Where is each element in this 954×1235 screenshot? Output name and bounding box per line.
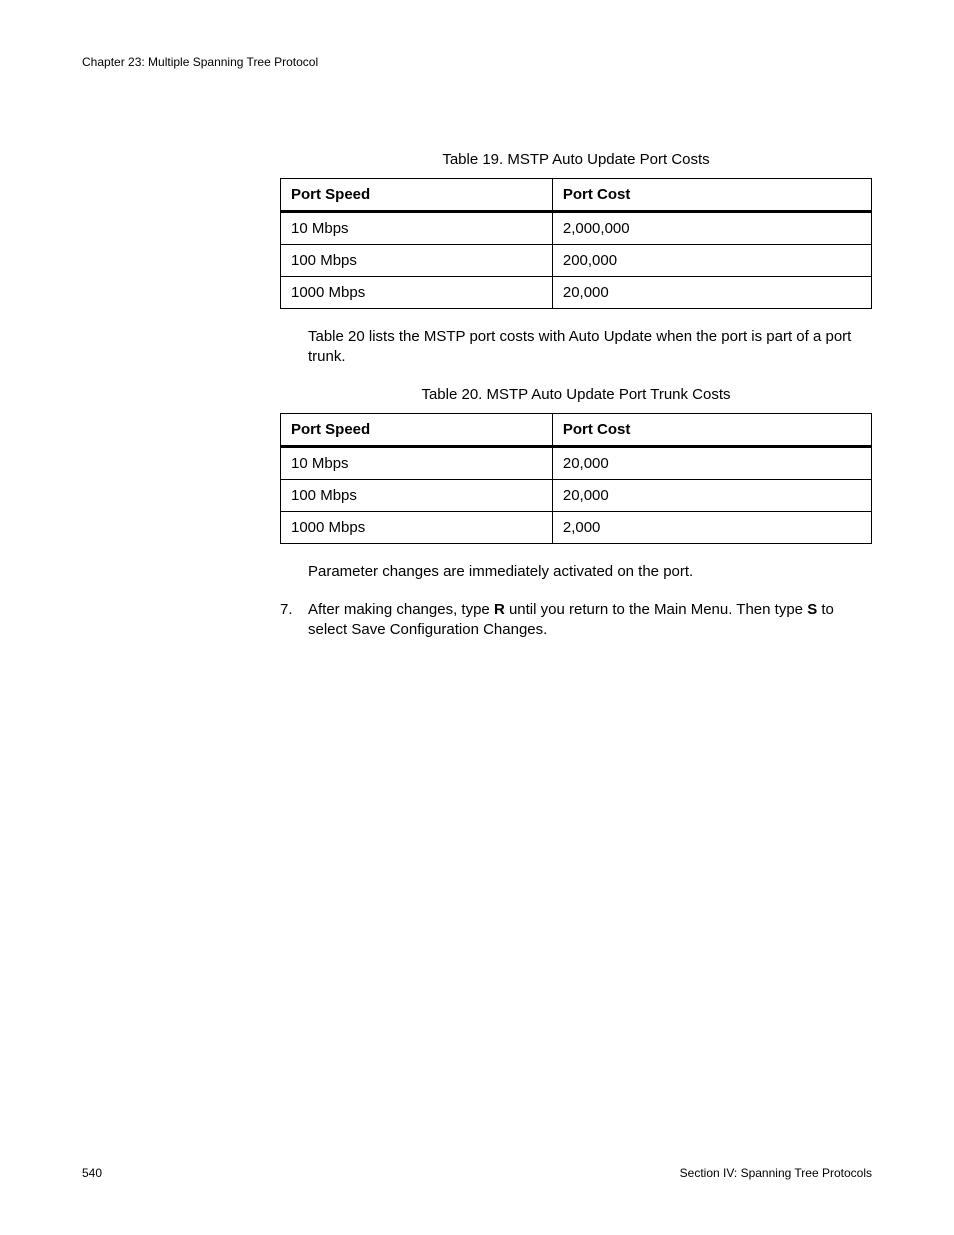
- table-cell: 200,000: [552, 245, 871, 277]
- section-label: Section IV: Spanning Tree Protocols: [680, 1166, 872, 1180]
- page-number: 540: [82, 1166, 102, 1180]
- table-header-cost: Port Cost: [552, 413, 871, 446]
- table-cell: 100 Mbps: [281, 245, 553, 277]
- chapter-title: Chapter 23: Multiple Spanning Tree Proto…: [82, 55, 318, 69]
- table-cell: 20,000: [552, 446, 871, 479]
- table-header-speed: Port Speed: [281, 413, 553, 446]
- table-row: 10 Mbps 2,000,000: [281, 212, 872, 245]
- table-cell: 1000 Mbps: [281, 511, 553, 543]
- table-19: Port Speed Port Cost 10 Mbps 2,000,000 1…: [280, 178, 872, 309]
- step-text-mid: until you return to the Main Menu. Then …: [505, 601, 807, 618]
- table-row: Port Speed Port Cost: [281, 179, 872, 212]
- table-cell: 1000 Mbps: [281, 277, 553, 309]
- table-19-caption: Table 19. MSTP Auto Update Port Costs: [280, 151, 872, 168]
- table-header-speed: Port Speed: [281, 179, 553, 212]
- table-row: 1000 Mbps 2,000: [281, 511, 872, 543]
- step-text-bold-r: R: [494, 601, 505, 618]
- table-row: Port Speed Port Cost: [281, 413, 872, 446]
- table-cell: 100 Mbps: [281, 479, 553, 511]
- paragraph-1: Table 20 lists the MSTP port costs with …: [308, 327, 872, 368]
- table-cell: 2,000,000: [552, 212, 871, 245]
- table-row: 10 Mbps 20,000: [281, 446, 872, 479]
- step-7: 7. After making changes, type R until yo…: [280, 600, 872, 641]
- table-20: Port Speed Port Cost 10 Mbps 20,000 100 …: [280, 413, 872, 544]
- table-row: 100 Mbps 20,000: [281, 479, 872, 511]
- step-text-bold-s: S: [807, 601, 817, 618]
- table-cell: 2,000: [552, 511, 871, 543]
- table-row: 100 Mbps 200,000: [281, 245, 872, 277]
- table-header-cost: Port Cost: [552, 179, 871, 212]
- step-number: 7.: [280, 600, 308, 641]
- table-cell: 20,000: [552, 479, 871, 511]
- table-cell: 10 Mbps: [281, 212, 553, 245]
- table-cell: 20,000: [552, 277, 871, 309]
- table-row: 1000 Mbps 20,000: [281, 277, 872, 309]
- table-cell: 10 Mbps: [281, 446, 553, 479]
- page-footer: 540 Section IV: Spanning Tree Protocols: [82, 1166, 872, 1180]
- table-20-caption: Table 20. MSTP Auto Update Port Trunk Co…: [280, 386, 872, 403]
- main-content: Table 19. MSTP Auto Update Port Costs Po…: [280, 151, 872, 640]
- step-text-pre: After making changes, type: [308, 601, 494, 618]
- step-text: After making changes, type R until you r…: [308, 600, 872, 641]
- page-header: Chapter 23: Multiple Spanning Tree Proto…: [82, 55, 872, 69]
- paragraph-2: Parameter changes are immediately activa…: [308, 562, 872, 582]
